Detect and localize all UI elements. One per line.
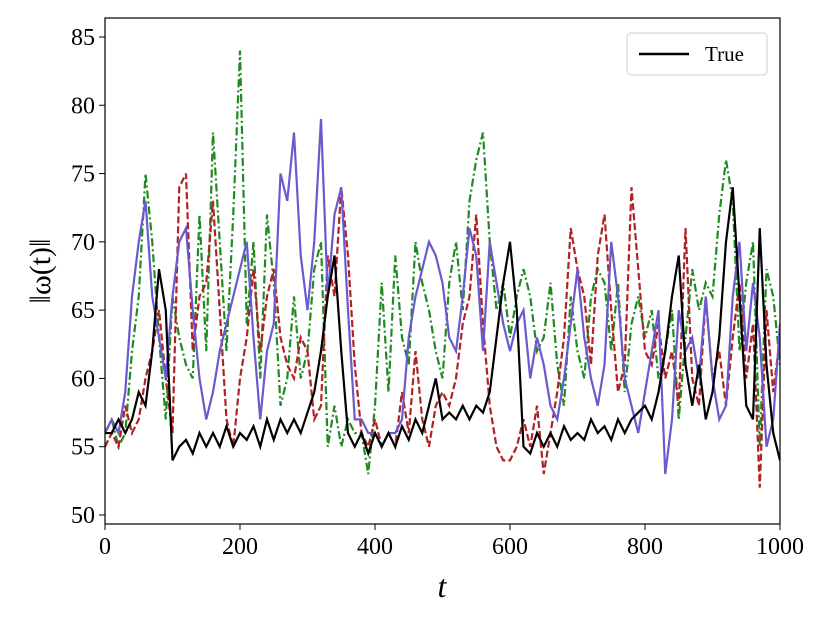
y-tick-label: 55 — [71, 435, 95, 461]
plot-frame — [104, 17, 781, 525]
x-tick-label: 800 — [627, 534, 663, 560]
x-tick-label: 200 — [222, 534, 258, 560]
data-line — [105, 118, 780, 475]
legend-box — [626, 32, 768, 76]
y-tick-label: 50 — [71, 503, 95, 529]
data-line — [105, 173, 780, 488]
x-tick-label: 600 — [492, 534, 528, 560]
x-axis-label: t — [438, 568, 448, 604]
x-tick-label: 1000 — [756, 534, 804, 560]
y-tick-label: 80 — [71, 93, 95, 119]
y-axis-label: ‖ω(t)‖ — [24, 239, 57, 304]
y-tick-label: 60 — [71, 366, 95, 392]
legend-label: True — [705, 42, 744, 66]
x-tick-label: 400 — [357, 534, 393, 560]
y-tick-label: 75 — [71, 162, 95, 188]
data-line — [105, 187, 780, 461]
y-tick-label: 70 — [71, 230, 95, 256]
y-tick-label: 85 — [71, 25, 95, 51]
y-tick-label: 65 — [71, 298, 95, 324]
x-tick-label: 0 — [99, 534, 111, 560]
